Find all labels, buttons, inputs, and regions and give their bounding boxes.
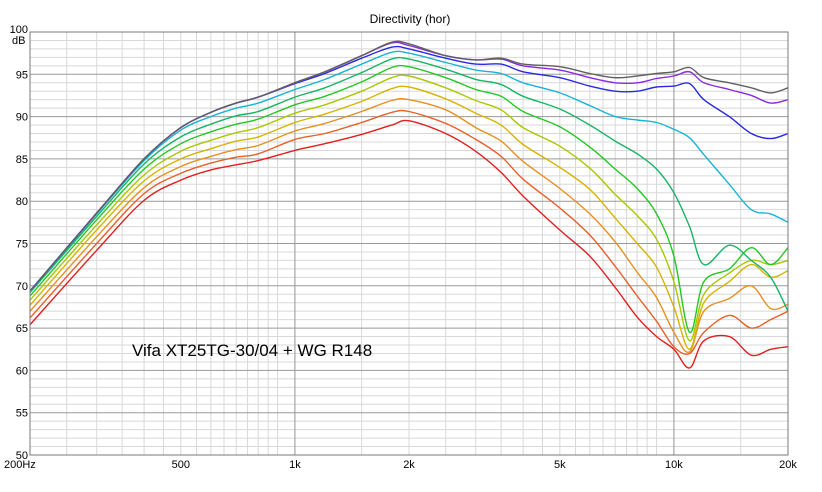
y-tick-label: 55: [16, 408, 28, 420]
y-tick-label: 80: [16, 196, 28, 208]
series-line: [29, 85, 789, 351]
chart-series: [29, 40, 789, 369]
series-line: [29, 56, 789, 312]
x-tick-label: 2k: [403, 459, 415, 471]
x-tick-label: 5k: [554, 459, 566, 471]
series-line: [29, 74, 789, 342]
y-axis-unit: dB: [12, 35, 25, 47]
y-tick-label: 60: [16, 365, 28, 377]
x-tick-label: 500: [172, 459, 190, 471]
y-tick-label: 95: [16, 69, 28, 81]
y-tick-label: 50: [16, 450, 28, 462]
y-tick-label: 90: [16, 112, 28, 124]
series-line: [29, 109, 789, 355]
y-tick-label: 70: [16, 281, 28, 293]
plot-frame: [29, 31, 789, 456]
chart-grid: [30, 32, 788, 455]
y-tick-label: 65: [16, 323, 28, 335]
chart-title: Directivity (hor): [370, 12, 451, 26]
x-tick-label: 10k: [665, 459, 683, 471]
chart-annotation: Vifa XT25TG-30/04 + WG R148: [132, 341, 372, 360]
y-tick-label: 100: [10, 24, 28, 36]
y-tick-label: 75: [16, 239, 28, 251]
series-line: [29, 119, 789, 369]
x-axis-ticks: 200Hz 500 1k 2k 5k 10k 20k: [4, 459, 797, 471]
x-tick-label: 200Hz: [4, 459, 36, 471]
series-line: [29, 64, 789, 334]
x-tick-label: 20k: [779, 459, 797, 471]
y-axis-ticks: 100 95 90 85 80 75 70 65 60 55 50: [10, 24, 28, 462]
y-tick-label: 85: [16, 154, 28, 166]
series-line: [29, 50, 789, 293]
x-tick-label: 1k: [289, 459, 301, 471]
series-line: [29, 40, 789, 292]
